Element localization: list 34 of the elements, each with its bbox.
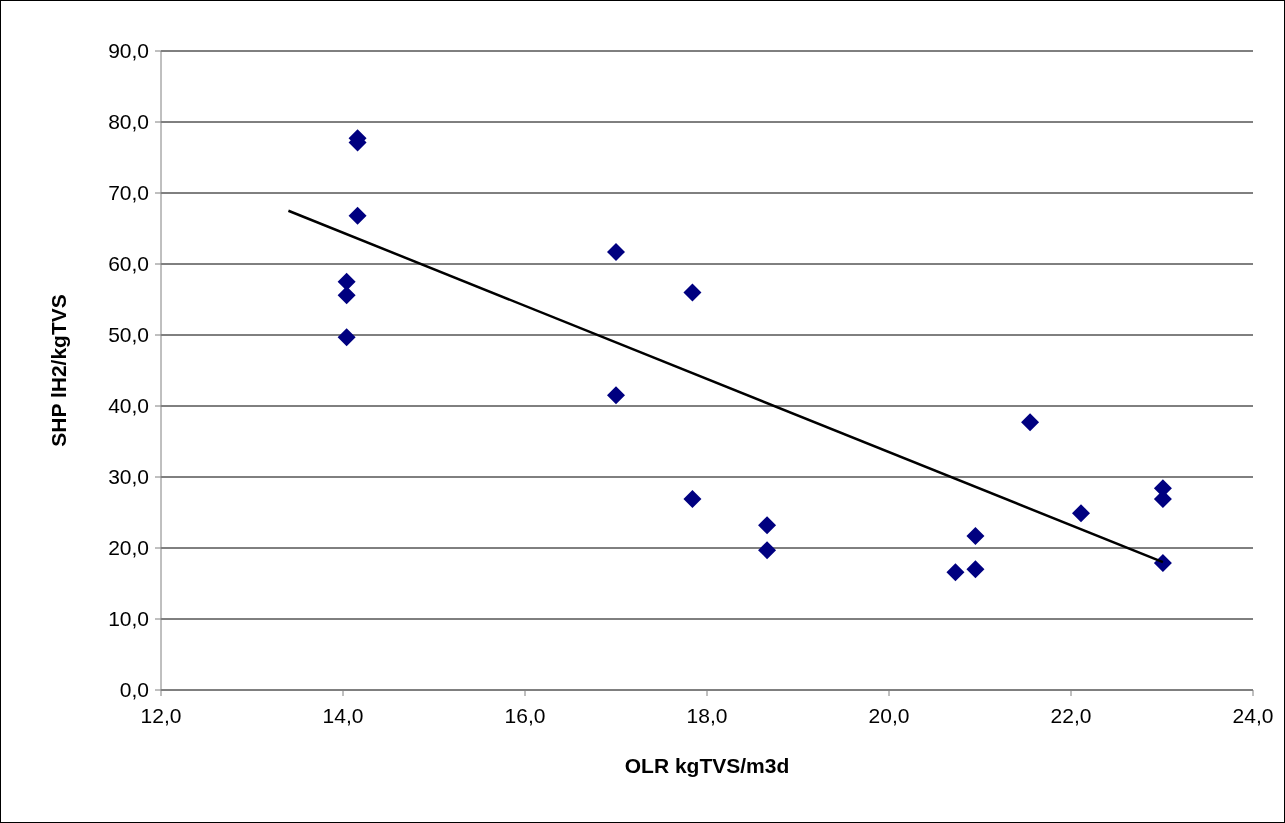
point xyxy=(758,516,777,535)
y-tick-label: 90,0 xyxy=(108,39,149,63)
y-tick-label: 20,0 xyxy=(108,536,149,560)
point xyxy=(758,541,777,560)
x-tick-label: 22,0 xyxy=(1050,704,1092,727)
point xyxy=(683,283,702,302)
point xyxy=(337,286,356,305)
y-tick-label: 80,0 xyxy=(108,110,149,134)
point xyxy=(348,206,367,225)
x-tick-label: 12,0 xyxy=(140,704,182,727)
point xyxy=(683,490,702,509)
point xyxy=(607,386,625,405)
point xyxy=(966,560,985,579)
x-axis-title: OLR kgTVS/m3d xyxy=(624,754,790,777)
x-tick-label: 18,0 xyxy=(686,704,728,727)
point xyxy=(1072,504,1091,523)
point xyxy=(337,328,356,347)
y-axis-title: SHP lH2/kgTVS xyxy=(47,294,70,447)
y-tick-label: 40,0 xyxy=(108,394,149,418)
y-tick-label: 0,0 xyxy=(119,678,149,702)
point xyxy=(1021,413,1040,432)
x-tick-label: 16,0 xyxy=(504,704,546,727)
point xyxy=(966,526,985,545)
y-tick-label: 10,0 xyxy=(108,607,149,631)
y-tick-label: 70,0 xyxy=(108,181,149,205)
y-tick-label: 50,0 xyxy=(108,323,149,347)
x-tick-label: 14,0 xyxy=(322,704,364,727)
point xyxy=(337,272,356,291)
point xyxy=(946,563,965,582)
point xyxy=(607,242,625,261)
x-tick-label: 20,0 xyxy=(868,704,910,727)
x-tick-label: 24,0 xyxy=(1232,704,1274,727)
y-tick-label: 60,0 xyxy=(108,252,149,276)
y-tick-label: 30,0 xyxy=(108,465,149,489)
